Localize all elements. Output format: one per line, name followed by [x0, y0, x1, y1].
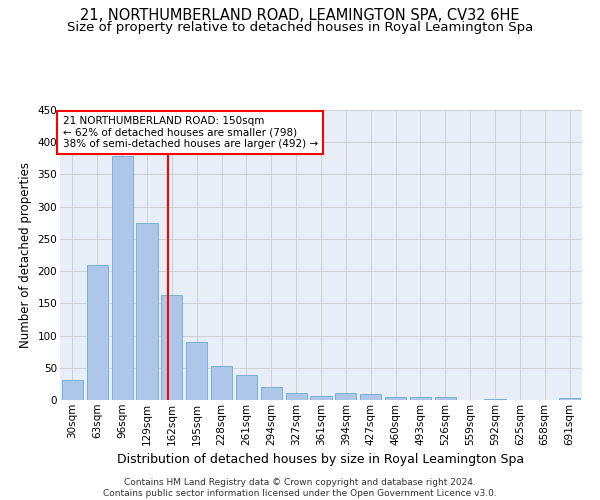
Bar	[410, 397, 431, 400]
Bar	[112, 156, 133, 400]
Bar	[286, 393, 307, 400]
Bar	[484, 398, 506, 400]
Text: Contains HM Land Registry data © Crown copyright and database right 2024.
Contai: Contains HM Land Registry data © Crown c…	[103, 478, 497, 498]
Bar	[87, 264, 108, 400]
Bar	[186, 342, 207, 400]
Bar	[335, 393, 356, 400]
Bar	[161, 295, 182, 400]
Bar	[385, 397, 406, 400]
Bar	[435, 398, 456, 400]
Bar	[261, 387, 282, 400]
Bar	[211, 366, 232, 400]
Bar	[559, 398, 580, 400]
Bar	[360, 394, 381, 400]
X-axis label: Distribution of detached houses by size in Royal Leamington Spa: Distribution of detached houses by size …	[118, 453, 524, 466]
Bar	[310, 396, 332, 400]
Text: Size of property relative to detached houses in Royal Leamington Spa: Size of property relative to detached ho…	[67, 22, 533, 35]
Bar	[62, 380, 83, 400]
Y-axis label: Number of detached properties: Number of detached properties	[19, 162, 32, 348]
Text: 21, NORTHUMBERLAND ROAD, LEAMINGTON SPA, CV32 6HE: 21, NORTHUMBERLAND ROAD, LEAMINGTON SPA,…	[80, 8, 520, 22]
Bar	[136, 223, 158, 400]
Bar	[236, 375, 257, 400]
Text: 21 NORTHUMBERLAND ROAD: 150sqm
← 62% of detached houses are smaller (798)
38% of: 21 NORTHUMBERLAND ROAD: 150sqm ← 62% of …	[62, 116, 318, 149]
